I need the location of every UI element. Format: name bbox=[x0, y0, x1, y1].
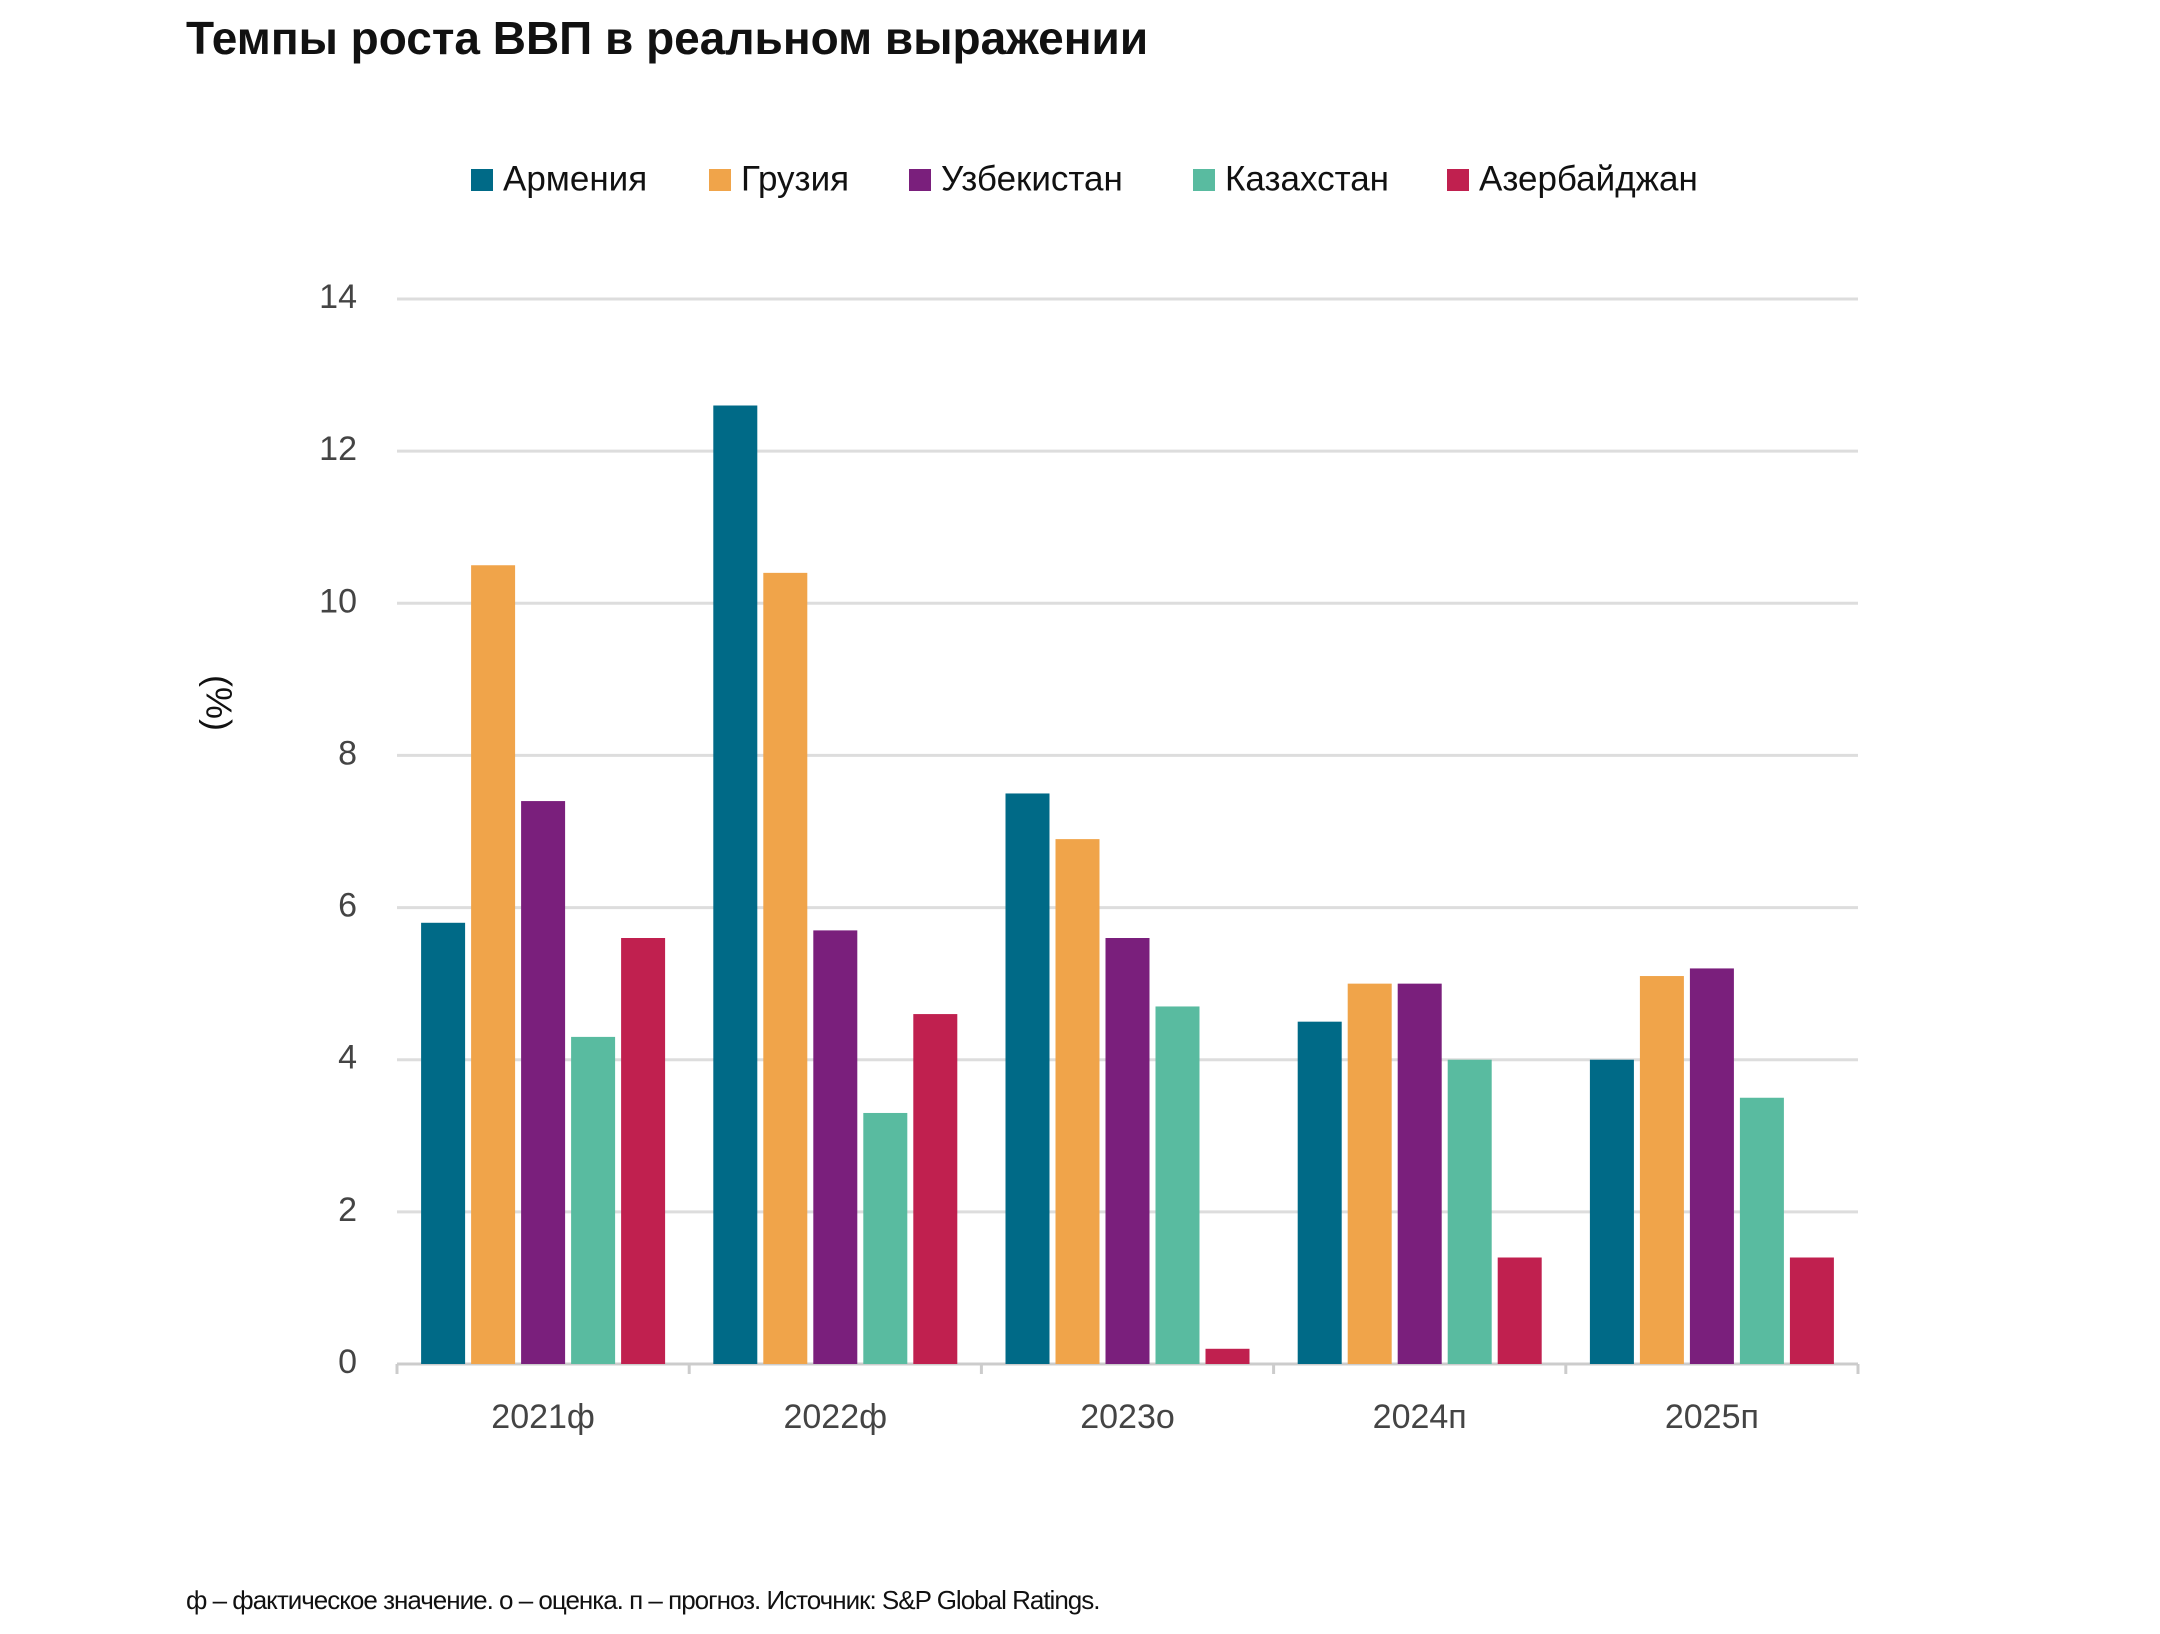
y-tick-label: 2 bbox=[338, 1191, 357, 1229]
y-tick-label: 12 bbox=[319, 430, 357, 468]
bar bbox=[1105, 938, 1150, 1364]
bar bbox=[471, 565, 516, 1364]
bar bbox=[863, 1112, 908, 1364]
bar bbox=[1397, 983, 1442, 1364]
bar bbox=[521, 801, 566, 1364]
legend-label: Грузия bbox=[741, 159, 849, 198]
bar bbox=[913, 1014, 958, 1364]
bar bbox=[571, 1036, 616, 1364]
bar bbox=[763, 572, 808, 1364]
legend-swatch bbox=[909, 169, 931, 191]
legend-swatch bbox=[471, 169, 493, 191]
legend-label: Узбекистан bbox=[941, 159, 1123, 198]
legend-swatch bbox=[1193, 169, 1215, 191]
chart-title: Темпы роста ВВП в реальном выражении bbox=[186, 12, 1148, 64]
bar bbox=[713, 405, 758, 1364]
bar bbox=[1155, 1006, 1200, 1364]
legend-label: Армения bbox=[503, 159, 647, 198]
y-tick-label: 4 bbox=[338, 1039, 357, 1077]
y-axis-label: (%) bbox=[198, 675, 239, 731]
legend-swatch bbox=[1447, 169, 1469, 191]
bar bbox=[1639, 976, 1684, 1364]
y-tick-label: 14 bbox=[319, 278, 357, 316]
y-tick-label: 8 bbox=[338, 734, 357, 772]
footnote: ф – фактическое значение. о – оценка. п … bbox=[186, 1585, 1099, 1615]
bar bbox=[621, 938, 666, 1364]
bar bbox=[813, 930, 858, 1364]
bar bbox=[1789, 1257, 1834, 1364]
x-tick-label: 2025п bbox=[1665, 1398, 1759, 1436]
y-tick-label: 0 bbox=[338, 1343, 357, 1381]
legend-label: Казахстан bbox=[1225, 159, 1389, 198]
bar bbox=[1497, 1257, 1542, 1364]
bar bbox=[1005, 793, 1050, 1364]
bar bbox=[1347, 983, 1392, 1364]
x-tick-label: 2021ф bbox=[491, 1398, 595, 1436]
legend-swatch bbox=[709, 169, 731, 191]
bar bbox=[1447, 1059, 1492, 1364]
bar bbox=[1689, 968, 1734, 1364]
x-tick-label: 2023о bbox=[1080, 1398, 1175, 1436]
x-tick-label: 2024п bbox=[1373, 1398, 1467, 1436]
bar bbox=[1739, 1097, 1784, 1364]
bar bbox=[1297, 1021, 1342, 1364]
bar bbox=[1205, 1348, 1250, 1364]
bar bbox=[1055, 839, 1100, 1364]
y-tick-label: 6 bbox=[338, 887, 357, 925]
bar bbox=[1589, 1059, 1634, 1364]
y-tick-label: 10 bbox=[319, 582, 357, 620]
x-tick-label: 2022ф bbox=[783, 1398, 887, 1436]
legend-label: Азербайджан bbox=[1479, 159, 1698, 198]
bar bbox=[421, 922, 466, 1364]
